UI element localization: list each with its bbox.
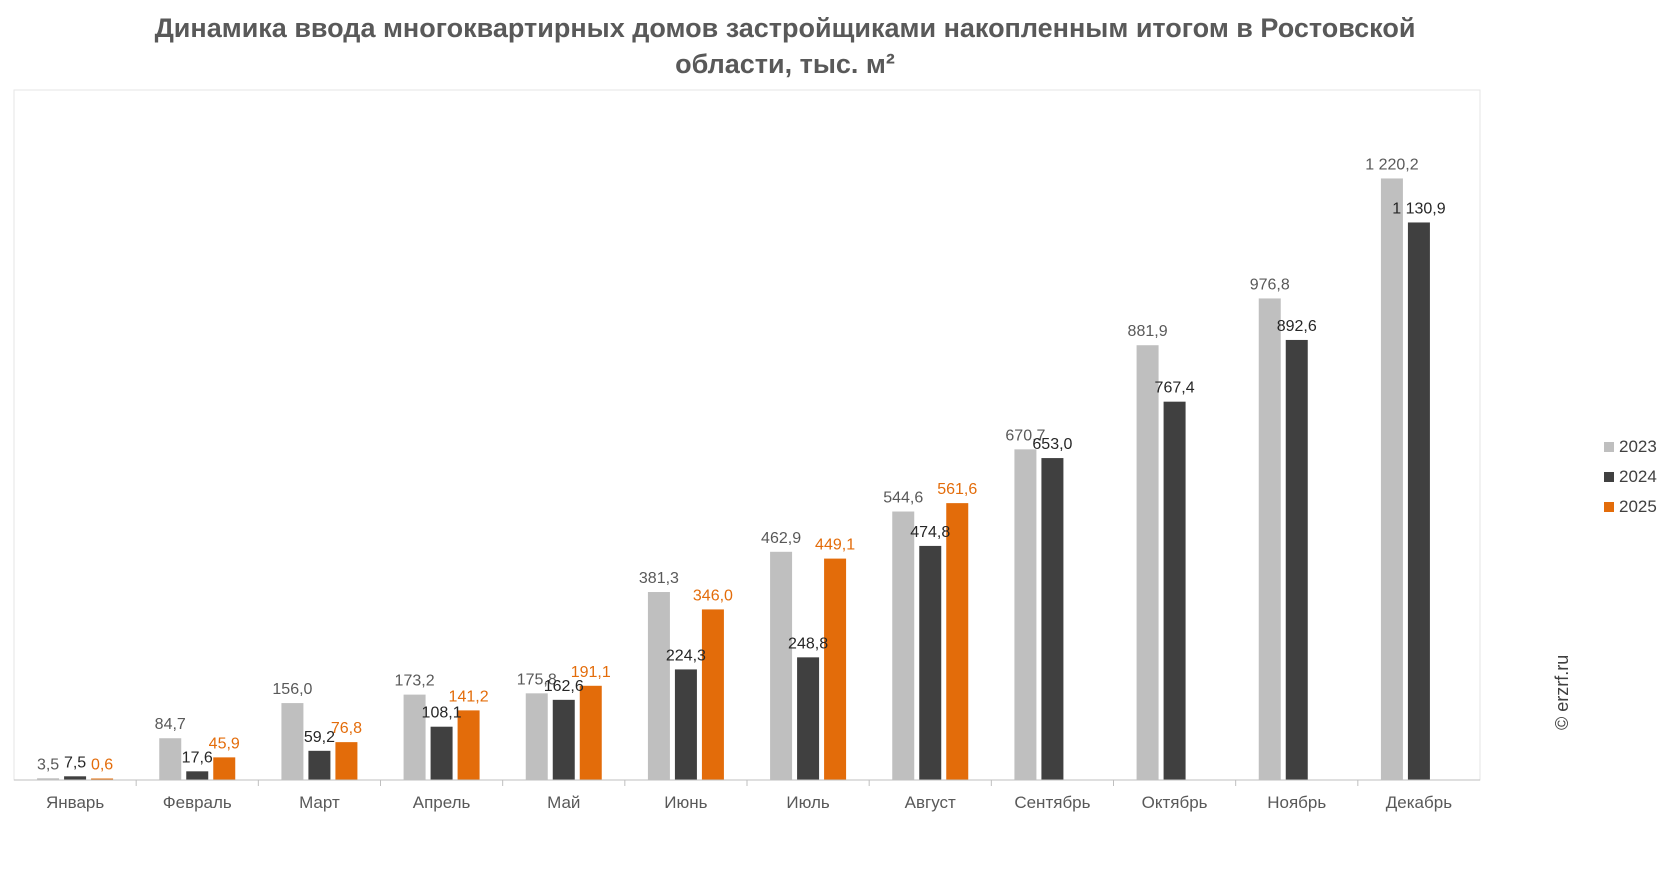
x-tick-label: Апрель: [413, 793, 471, 812]
legend-swatch: [1604, 502, 1614, 512]
bar-2023: [403, 694, 426, 780]
bar-2023: [525, 693, 548, 780]
bar-2023: [1258, 298, 1281, 780]
bar-2024: [552, 699, 575, 780]
x-tick-label: Август: [905, 793, 956, 812]
data-label-2023: 1 220,2: [1365, 156, 1418, 173]
legend-label: 2024: [1619, 467, 1657, 486]
data-label-2024: 1 130,9: [1392, 200, 1445, 217]
watermark: © erzrf.ru: [1552, 654, 1572, 730]
x-tick-label: Июль: [786, 793, 830, 812]
data-label-2023: 670,7: [1005, 427, 1045, 444]
data-label-2024: 17,6: [182, 749, 213, 766]
data-label-2024: 474,8: [910, 524, 950, 541]
bar-2023: [1380, 178, 1403, 780]
bar-2024: [1163, 401, 1186, 780]
bar-2023: [159, 738, 182, 780]
bar-2024: [1407, 222, 1430, 780]
data-label-2024: 224,3: [666, 647, 706, 664]
bar-2025: [579, 685, 602, 780]
data-label-2024: 7,5: [64, 754, 86, 771]
bar-2023: [770, 551, 793, 780]
data-label-2023: 175,8: [517, 671, 557, 688]
data-label-2025: 76,8: [331, 720, 362, 737]
x-tick-label: Сентябрь: [1014, 793, 1090, 812]
legend-item-2025: 2025: [1604, 492, 1666, 522]
data-label-2025: 561,6: [937, 481, 977, 498]
data-label-2023: 881,9: [1128, 323, 1168, 340]
legend: 2023 2024 2025: [1604, 432, 1666, 522]
data-label-2023: 84,7: [155, 716, 186, 733]
data-label-2024: 767,4: [1155, 380, 1195, 397]
bar-2024: [308, 750, 331, 780]
data-label-2023: 3,5: [37, 756, 59, 773]
bar-2025: [457, 710, 480, 780]
bar-2023: [281, 703, 304, 780]
data-label-2023: 462,9: [761, 530, 801, 547]
x-tick-label: Февраль: [163, 793, 232, 812]
bar-2023: [892, 511, 915, 780]
data-label-2024: 162,6: [544, 678, 584, 695]
legend-swatch: [1604, 442, 1614, 452]
bar-2025: [824, 558, 847, 780]
bar-2024: [797, 657, 820, 780]
data-label-2024: 653,0: [1032, 436, 1072, 453]
legend-item-2024: 2024: [1604, 462, 1666, 492]
bar-2025: [335, 742, 358, 780]
bar-2024: [430, 726, 453, 780]
x-tick-label: Январь: [46, 793, 104, 812]
bar-2024: [1285, 339, 1308, 780]
data-label-2025: 449,1: [815, 537, 855, 554]
bar-2025: [701, 609, 724, 780]
data-label-2025: 191,1: [571, 664, 611, 681]
bar-2023: [37, 778, 60, 780]
legend-label: 2023: [1619, 437, 1657, 456]
bar-2025: [213, 757, 236, 780]
legend-item-2023: 2023: [1604, 432, 1666, 462]
x-tick-label: Октябрь: [1142, 793, 1208, 812]
x-tick-label: Июнь: [664, 793, 707, 812]
x-tick-label: Май: [547, 793, 580, 812]
bar-2025: [946, 503, 969, 780]
data-label-2023: 381,3: [639, 570, 679, 587]
data-label-2023: 173,2: [395, 673, 435, 690]
bar-2024: [186, 771, 209, 780]
bar-2023: [1136, 345, 1159, 780]
data-label-2024: 108,1: [422, 705, 462, 722]
legend-swatch: [1604, 472, 1614, 482]
bar-2024: [64, 776, 87, 780]
data-label-2024: 892,6: [1277, 318, 1317, 335]
data-label-2025: 141,2: [449, 688, 489, 705]
data-label-2025: 0,6: [91, 757, 113, 774]
data-label-2023: 156,0: [272, 681, 312, 698]
data-label-2024: 59,2: [304, 729, 335, 746]
data-label-2025: 45,9: [209, 735, 240, 752]
data-label-2025: 346,0: [693, 587, 733, 604]
legend-label: 2025: [1619, 497, 1657, 516]
bar-2024: [919, 545, 942, 780]
x-tick-label: Ноябрь: [1267, 793, 1326, 812]
bar-2025: [91, 778, 114, 780]
bar-2023: [1014, 449, 1037, 780]
bar-2024: [674, 669, 697, 780]
x-tick-label: Март: [299, 793, 340, 812]
bar-2023: [647, 592, 670, 780]
data-label-2024: 248,8: [788, 635, 828, 652]
data-label-2023: 976,8: [1250, 276, 1290, 293]
x-tick-label: Декабрь: [1386, 793, 1452, 812]
chart-title: Динамика ввода многоквартирных домов зас…: [154, 13, 1416, 79]
data-label-2023: 544,6: [883, 490, 923, 507]
bar-2024: [1041, 458, 1064, 780]
